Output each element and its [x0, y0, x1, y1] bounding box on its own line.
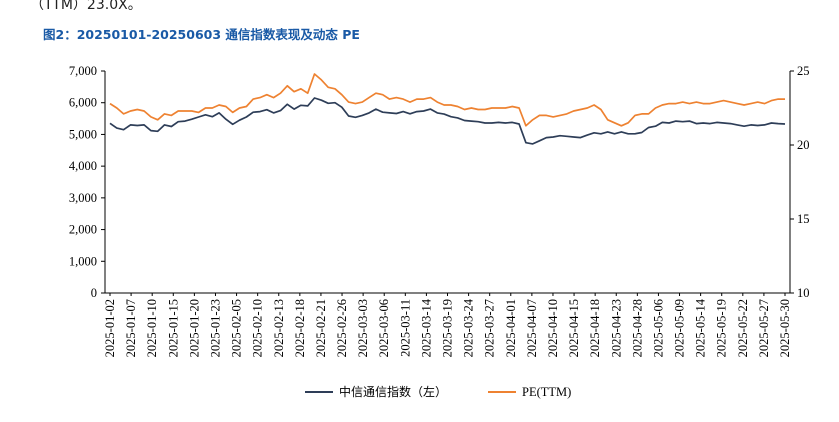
x-tick-label: 2025-01-07: [124, 299, 138, 357]
x-tick-label: 2025-05-22: [736, 299, 750, 357]
right-y-tick-label: 15: [797, 212, 810, 226]
series-line-pe: [109, 73, 785, 127]
x-tick-label: 2025-01-10: [145, 299, 159, 357]
x-tick-label: 2025-05-14: [694, 298, 708, 357]
x-tick-label: 2025-03-27: [483, 299, 497, 357]
x-tick-label: 2025-04-10: [546, 299, 560, 357]
x-tick-label: 2025-02-18: [293, 299, 307, 357]
x-tick-label: 2025-04-18: [588, 299, 602, 357]
left-y-tick-label: 7,000: [69, 64, 97, 78]
x-tick-label: 2025-04-23: [609, 299, 623, 357]
chart-legend: 中信通信指数（左） PE(TTM): [305, 384, 571, 399]
chart-series-lines: [109, 73, 786, 145]
chart-axes: 0 1,000 2,000 3,000 4,000 5,000 6,000 7,000 10 15…: [69, 64, 810, 357]
left-y-tick-label: 0: [91, 286, 97, 300]
x-tick-label: 2025-04-01: [504, 299, 518, 357]
right-y-tick-label: 25: [797, 64, 810, 78]
left-y-tick-label: 3,000: [69, 191, 97, 205]
left-y-tick-label: 1,000: [69, 254, 97, 268]
x-tick-label: 2025-02-21: [314, 299, 328, 357]
x-tick-label: 2025-05-27: [757, 299, 771, 357]
x-tick-label: 2025-01-15: [166, 299, 180, 357]
figure-title: 图2：20250101-20250603 通信指数表现及动态 PE: [43, 27, 360, 42]
x-tick-label: 2025-05-19: [715, 299, 729, 357]
x-tick-label: 2025-02-13: [272, 299, 286, 357]
left-y-tick-label: 5,000: [69, 127, 97, 141]
x-tick-label: 2025-02-05: [230, 299, 244, 357]
x-tick-label: 2025-01-02: [103, 299, 117, 357]
intro-text-fragment: （TTM）23.0X。: [30, 0, 142, 13]
right-y-tick-label: 20: [797, 138, 810, 152]
x-tick-label: 2025-03-24: [462, 298, 476, 357]
x-tick-label: 2025-03-14: [419, 298, 433, 357]
x-tick-label: 2025-03-19: [441, 299, 455, 357]
x-tick-label: 2025-03-11: [398, 299, 412, 357]
x-tick-label: 2025-05-30: [778, 299, 792, 357]
x-tick-label: 2025-05-06: [651, 299, 665, 357]
x-tick-label: 2025-05-09: [673, 299, 687, 357]
series-line-index: [109, 97, 786, 145]
left-y-tick-label: 4,000: [69, 159, 97, 173]
legend-label-index: 中信通信指数（左）: [339, 384, 447, 399]
legend-label-pe: PE(TTM): [522, 385, 571, 399]
x-tick-label: 2025-04-15: [567, 299, 581, 357]
x-tick-label: 2025-02-26: [335, 299, 349, 357]
left-y-tick-label: 2,000: [69, 223, 97, 237]
x-tick-label: 2025-01-20: [187, 299, 201, 357]
x-tick-label: 2025-03-06: [377, 299, 391, 357]
x-tick-label: 2025-02-10: [251, 299, 265, 357]
x-tick-label: 2025-03-03: [356, 299, 370, 357]
x-tick-label: 2025-01-23: [208, 299, 222, 357]
left-y-tick-label: 6,000: [69, 96, 97, 110]
x-tick-label: 2025-04-28: [630, 299, 644, 357]
x-tick-label: 2025-04-07: [525, 299, 539, 357]
right-y-tick-label: 10: [797, 286, 810, 300]
